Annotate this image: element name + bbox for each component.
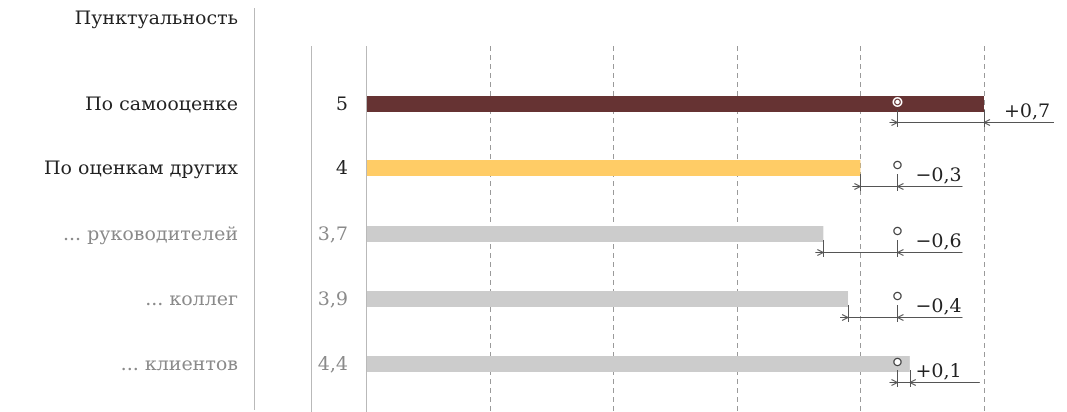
bar	[367, 96, 984, 112]
delta-label: −0,4	[915, 295, 961, 317]
row-label: ... руководителей	[62, 223, 238, 245]
reference-marker	[893, 160, 902, 170]
delta-label: −0,3	[915, 164, 961, 186]
bracket-arrow	[896, 183, 904, 190]
row-value: 3,7	[317, 223, 348, 245]
reference-marker	[893, 226, 902, 236]
label-column-divider	[254, 8, 255, 410]
bracket-arrow	[854, 183, 862, 190]
bar	[367, 356, 910, 372]
bar	[367, 160, 861, 176]
row-value: 3,9	[317, 288, 348, 310]
bracket-arrow	[982, 119, 991, 126]
bracket-arrow	[891, 379, 899, 386]
row-label: ... клиентов	[120, 353, 238, 375]
reference-marker	[893, 291, 902, 301]
bracket-arrow	[908, 379, 917, 386]
delta-label: +0,7	[1004, 100, 1050, 122]
bracket-arrow	[896, 249, 904, 256]
bracket-arrow	[841, 314, 850, 321]
bar	[367, 291, 849, 307]
chart-title: Пунктуальность	[74, 7, 238, 29]
row-label: По оценкам других	[43, 157, 238, 179]
row-label: По самооценке	[85, 93, 238, 115]
bar	[367, 226, 824, 242]
delta-label: +0,1	[915, 360, 961, 382]
bracket-arrow	[891, 119, 899, 126]
row-value: 4,4	[317, 353, 348, 375]
row-value: 5	[335, 93, 348, 115]
bracket-arrow	[817, 249, 825, 256]
reference-marker	[893, 357, 902, 367]
bracket-arrow	[896, 314, 904, 321]
value-column-divider	[311, 46, 312, 412]
row-value: 4	[335, 157, 348, 179]
delta-label: −0,6	[915, 230, 961, 252]
reference-marker-center	[895, 99, 900, 105]
reference-marker	[892, 97, 903, 108]
row-label: ... коллег	[145, 288, 238, 310]
